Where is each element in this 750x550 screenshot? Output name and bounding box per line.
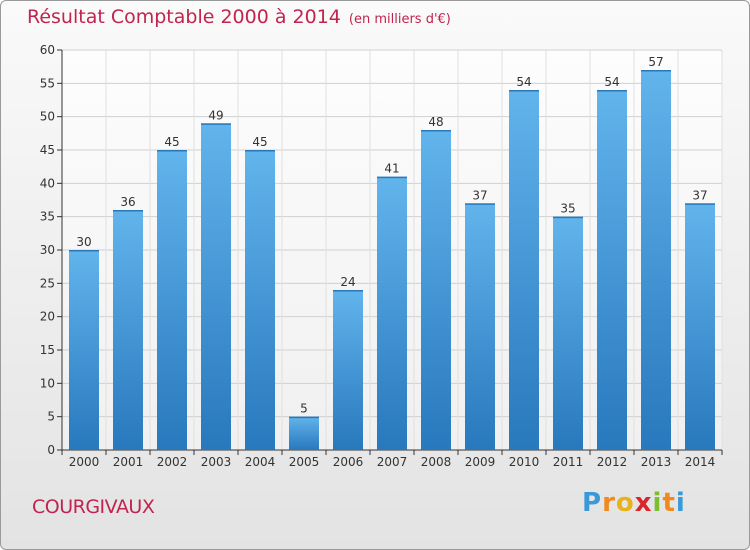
x-tick-label: 2008 [421,455,452,469]
data-label: 54 [516,75,531,89]
data-label: 49 [208,108,223,122]
y-tick-label: 20 [40,310,55,324]
data-label: 54 [604,75,619,89]
bar-2010 [509,90,539,450]
x-tick-label: 2009 [465,455,496,469]
x-tick-label: 2006 [333,455,364,469]
bar-2012 [597,90,627,450]
x-tick-label: 2011 [553,455,584,469]
bar-2001 [113,210,143,450]
logo-letter: o [615,488,635,518]
bar-top-edge [113,210,143,212]
y-tick-label: 55 [40,76,55,90]
x-tick-label: 2013 [641,455,672,469]
bar-top-edge [377,176,407,179]
logo-letter: r [602,488,616,518]
bar-2007 [377,176,407,450]
x-tick-label: 2004 [245,455,276,469]
bar-2002 [157,150,187,450]
title-text: Résultat Comptable 2000 à 2014 [27,6,341,28]
logo-letter: P [582,488,603,518]
logo-letter: i [675,488,686,518]
axes: 0 5 10 15 20 25 30 35 40 45 50 55 60 2000 2001 2002 2003… [40,43,723,469]
bar-2011 [553,216,583,450]
bar-top-edge [245,150,275,152]
data-label: 36 [120,195,135,209]
bar-top-edge [509,90,539,92]
bar-top-edge [201,123,231,125]
bar-2009 [465,203,495,450]
bar-2006 [333,290,363,450]
bars [69,70,715,450]
chart-title: Résultat Comptable 2000 à 2014 (en millie… [27,6,451,28]
proxiti-logo: Proxiti [582,488,686,518]
bar-2005 [289,416,319,450]
bar-2000 [69,250,99,450]
logo-letter: x [634,488,653,518]
y-tick-label: 0 [47,443,55,457]
bar-top-edge [421,130,451,132]
x-tick-label: 2012 [597,455,628,469]
y-tick-label: 50 [40,110,55,124]
data-labels: 30 36 45 49 45 5 24 41 48 37 54 35 54 57 37 [76,55,707,416]
bar-top-edge [289,416,319,419]
bar-top-edge [553,216,583,219]
data-label: 5 [300,402,308,416]
data-label: 45 [252,135,267,149]
data-label: 37 [472,188,487,202]
y-tick-label: 40 [40,176,55,190]
bar-top-edge [597,90,627,92]
x-tick-label: 2001 [113,455,144,469]
bar-top-edge [685,203,715,205]
y-tick-label: 5 [47,410,55,424]
x-tick-label: 2014 [685,455,716,469]
x-tick-label: 2005 [289,455,320,469]
y-tick-label: 45 [40,143,55,157]
x-tick-label: 2003 [201,455,232,469]
x-tick-label: 2010 [509,455,540,469]
y-tick-label: 60 [40,43,55,57]
data-label: 37 [692,188,707,202]
logo-letter: i [652,488,663,518]
data-label: 24 [340,275,355,289]
y-tick-label: 10 [40,376,55,390]
x-tick-label: 2002 [157,455,188,469]
bar-top-edge [641,70,671,72]
bar-2003 [201,123,231,450]
data-label: 41 [384,162,399,176]
bar-2013 [641,70,671,450]
data-label: 30 [76,235,91,249]
bar-top-edge [333,290,363,292]
bar-top-edge [69,250,99,252]
title-unit: (en milliers d'€) [348,12,451,27]
x-tick-label: 2007 [377,455,408,469]
city-name: COURGIVAUX [32,496,155,518]
x-tick-label: 2000 [69,455,100,469]
data-label: 48 [428,115,443,129]
data-label: 57 [648,55,663,69]
data-label: 45 [164,135,179,149]
bar-top-edge [465,203,495,205]
bar-2014 [685,203,715,450]
y-tick-label: 25 [40,276,55,290]
logo-letter: t [662,488,676,518]
y-tick-label: 35 [40,210,55,224]
bar-2004 [245,150,275,450]
bar-2008 [421,130,451,450]
bar-top-edge [157,150,187,152]
data-label: 35 [560,202,575,216]
y-tick-label: 15 [40,343,55,357]
y-tick-label: 30 [40,243,55,257]
